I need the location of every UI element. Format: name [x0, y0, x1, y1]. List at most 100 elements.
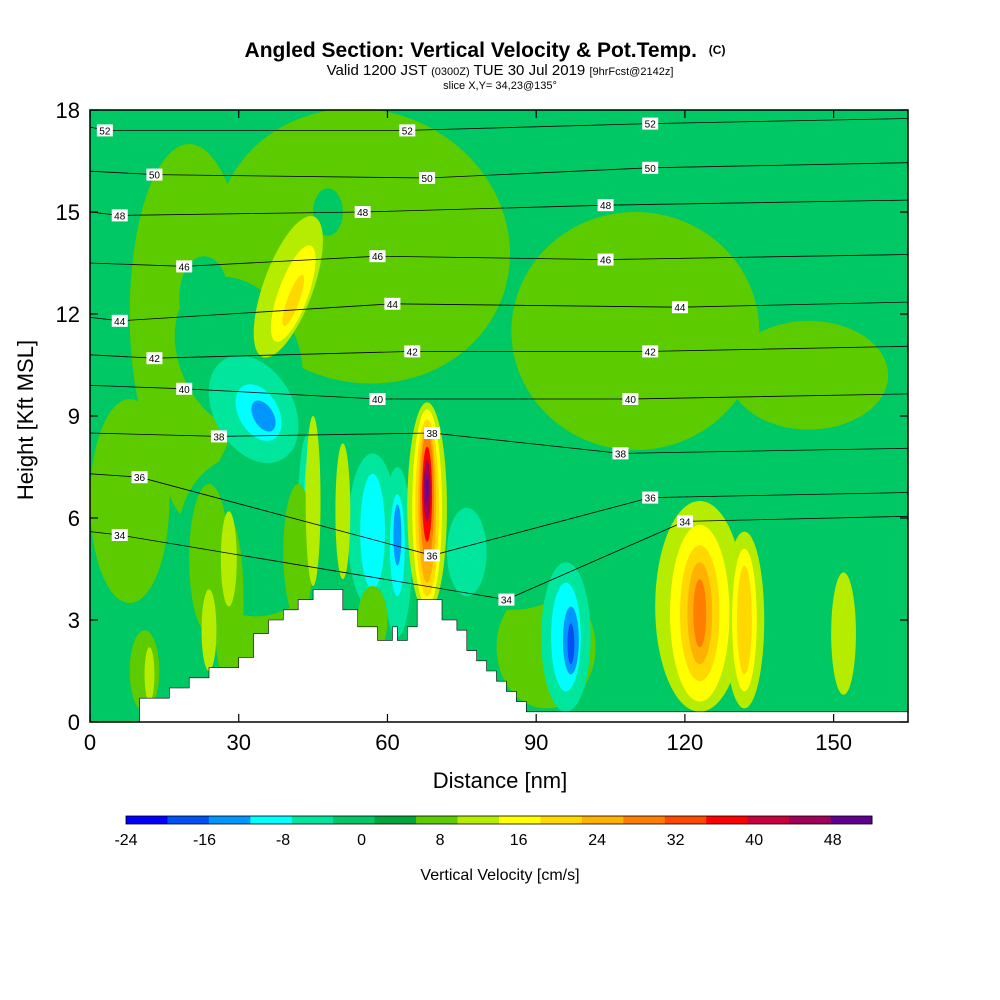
colorbar-tick-label-7: 32 — [667, 832, 685, 849]
velocity-region-56 — [693, 579, 707, 648]
contour-label-28: 34 — [501, 596, 513, 607]
y-tick-label-1: 3 — [68, 608, 80, 633]
contour-label-bg-23 — [612, 447, 629, 460]
contour-label-bg-3 — [146, 168, 163, 181]
contour-label-bg-4 — [419, 172, 436, 184]
colorbar-swatch-11 — [581, 816, 624, 824]
valid-time: Valid 1200 JST — [327, 62, 427, 79]
contour-label-10: 46 — [372, 252, 384, 263]
contour-label-bg-21 — [210, 430, 227, 443]
colorbar-swatch-10 — [540, 816, 583, 824]
colorbar-tick-label-5: 16 — [510, 832, 528, 849]
x-tick-label-1: 30 — [226, 730, 250, 755]
colorbar-swatch-8 — [457, 816, 500, 824]
chart-subtitle: Valid 1200 JST (0300Z) TUE 30 Jul 2019 [… — [327, 62, 674, 79]
contour-label-bg-20 — [622, 393, 639, 405]
contour-label-group: 52 52 52 50 50 50 48 48 48 46 46 46 44 44 44 42 42 42 40 40… — [96, 117, 693, 607]
contour-label-9: 46 — [179, 262, 191, 273]
contour-label-19: 40 — [372, 395, 384, 406]
utc-time: (0300Z) — [431, 66, 470, 78]
contour-label-29: 34 — [679, 517, 691, 528]
contour-label-25: 36 — [427, 551, 439, 562]
contour-label-bg-0 — [96, 124, 113, 137]
chart-title: Angled Section: Vertical Velocity & Pot.… — [245, 39, 726, 62]
contour-label-bg-8 — [597, 199, 614, 212]
y-tick-label-5: 15 — [56, 200, 80, 225]
contour-label-1: 52 — [402, 126, 414, 137]
colorbar-tick-label-0: -24 — [114, 832, 137, 849]
contour-label-bg-10 — [369, 250, 386, 263]
contour-label-bg-9 — [176, 260, 193, 273]
contour-label-bg-1 — [399, 124, 416, 137]
velocity-region-20 — [446, 507, 487, 597]
contour-label-bg-14 — [671, 301, 688, 314]
contour-label-6: 48 — [114, 211, 126, 222]
velocity-region-50 — [282, 274, 305, 327]
colorbar-swatch-13 — [664, 816, 707, 824]
slice-info: slice X,Y= 34,23@135° — [443, 80, 557, 92]
velocity-region-4 — [511, 212, 760, 450]
x-tick-label-2: 60 — [375, 730, 399, 755]
contour-label-24: 36 — [134, 473, 146, 484]
contour-label-bg-26 — [642, 491, 659, 504]
contour-label-bg-2 — [642, 117, 659, 130]
y-axis-title: Height [Kft MSL] — [13, 340, 38, 500]
x-axis-title: Distance [nm] — [433, 768, 568, 793]
plot-area: 52 52 52 50 50 50 48 48 48 46 46 46 44 44 44 42 42 42 40 40… — [90, 110, 908, 722]
x-tick-label-0: 0 — [84, 730, 96, 755]
contour-label-20: 40 — [625, 395, 637, 406]
contour-label-8: 48 — [600, 201, 612, 212]
contour-label-18: 40 — [179, 385, 191, 396]
contour-label-bg-17 — [642, 345, 659, 358]
colorbar-swatch-5 — [333, 816, 376, 824]
colorbar-swatch-4 — [291, 816, 334, 824]
colorbar-tick-label-2: -8 — [276, 832, 290, 849]
copyright-mark: (C) — [709, 43, 726, 57]
colorbar-swatch-12 — [623, 816, 666, 824]
contour-label-13: 44 — [387, 300, 399, 311]
contour-label-bg-19 — [369, 393, 386, 405]
x-tick-label-3: 90 — [524, 730, 548, 755]
velocity-region-40 — [305, 416, 321, 586]
terrain-profile — [90, 589, 908, 722]
velocity-region-37 — [220, 511, 237, 607]
colorbar-tick-label-4: 8 — [436, 832, 445, 849]
y-tick-label-2: 6 — [68, 506, 80, 531]
colorbar-tick-label-8: 40 — [745, 832, 763, 849]
contour-label-bg-22 — [424, 427, 441, 439]
velocity-region-44 — [831, 572, 856, 695]
contour-label-bg-27 — [111, 529, 128, 541]
contour-label-3: 50 — [149, 171, 161, 182]
contour-label-11: 46 — [600, 256, 612, 267]
colorbar-swatch-3 — [250, 816, 293, 824]
y-tick-label-6: 18 — [56, 98, 80, 123]
contour-label-15: 42 — [149, 354, 161, 365]
contour-label-bg-18 — [176, 382, 193, 395]
colorbar-swatch-15 — [747, 816, 790, 824]
colorbar-swatch-6 — [374, 816, 417, 824]
contour-label-bg-28 — [498, 593, 515, 606]
contour-label-bg-25 — [424, 549, 441, 562]
velocity-region-5 — [90, 399, 170, 603]
contour-label-bg-5 — [642, 161, 659, 174]
contour-label-bg-29 — [676, 515, 693, 528]
contour-label-bg-24 — [131, 471, 148, 484]
forecast-info: [9hrFcst@2142z] — [589, 66, 673, 78]
valid-date: TUE 30 Jul 2019 — [474, 62, 586, 79]
velocity-region-39 — [144, 647, 155, 702]
contour-label-26: 36 — [645, 494, 657, 505]
y-tick-label-4: 12 — [56, 302, 80, 327]
colorbar-swatch-2 — [208, 816, 251, 824]
colorbar-swatch-7 — [416, 816, 459, 824]
contour-label-17: 42 — [645, 347, 657, 358]
velocity-region-9 — [179, 256, 229, 338]
contour-label-27: 34 — [114, 531, 126, 542]
contour-label-7: 48 — [357, 208, 369, 219]
contour-label-2: 52 — [645, 120, 657, 131]
colorbar-tick-label-9: 48 — [824, 832, 842, 849]
velocity-region-52 — [736, 565, 752, 675]
contour-label-bg-15 — [146, 352, 163, 365]
contour-label-4: 50 — [422, 174, 434, 185]
